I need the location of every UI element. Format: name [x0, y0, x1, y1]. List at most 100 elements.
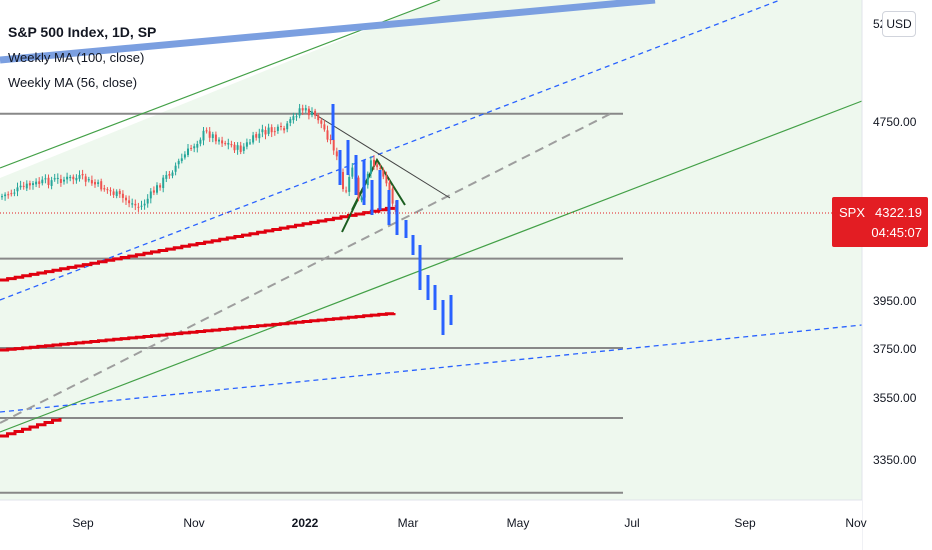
candle-body-51 [159, 185, 162, 188]
candle-body-68 [211, 134, 214, 139]
candle-body-62 [193, 146, 196, 149]
candle-body-95 [295, 116, 298, 118]
candle-body-115 [357, 177, 360, 199]
candle-body-47 [146, 198, 149, 204]
candle-body-97 [301, 108, 304, 111]
candle-body-121 [376, 164, 379, 168]
candle-body-113 [351, 167, 354, 177]
candle-body-107 [332, 139, 335, 151]
candle-body-99 [307, 108, 310, 116]
weekly-ma-56-line [0, 206, 396, 282]
candle-body-100 [311, 111, 313, 116]
candle-body-83 [258, 133, 261, 139]
time-tick-5: Jul [624, 516, 639, 530]
candle-body-31 [97, 182, 100, 184]
candle-body-66 [205, 130, 208, 132]
candle-body-111 [345, 190, 348, 192]
candle-body-53 [165, 174, 168, 179]
time-tick-3: Mar [398, 516, 419, 530]
candle-body-52 [162, 177, 165, 189]
time-tick-7: Nov [845, 516, 866, 530]
candle-body-91 [283, 128, 286, 131]
candle-body-124 [385, 176, 388, 184]
candle-body-108 [335, 151, 338, 157]
last-price-tag: SPX 4322.19 04:45:07 [832, 197, 928, 247]
candle-body-103 [320, 120, 323, 124]
candle-body-17 [53, 178, 56, 180]
candle-body-126 [391, 188, 394, 204]
candle-body-30 [94, 182, 96, 185]
candle-body-72 [224, 143, 227, 145]
candle-body-98 [304, 108, 307, 111]
candle-body-12 [38, 181, 41, 184]
candle-body-110 [342, 172, 344, 190]
candle-body-59 [183, 154, 186, 158]
candle-body-79 [245, 142, 248, 147]
time-tick-0: Sep [72, 516, 94, 530]
candle-body-64 [199, 139, 202, 144]
price-tick-3: 3750.00 [873, 342, 917, 356]
candle-body-5 [16, 187, 19, 192]
candle-body-20 [63, 179, 65, 182]
candle-body-8 [25, 183, 28, 189]
candle-body-104 [323, 124, 326, 130]
candle-body-85 [264, 130, 267, 135]
price-tag-value: 4322.19 [875, 205, 922, 220]
price-tick-4: 3550.00 [873, 391, 917, 405]
price-tick-2: 3950.00 [873, 294, 917, 308]
candle-body-1 [4, 194, 7, 197]
candle-body-3 [10, 193, 13, 195]
candle-body-29 [90, 180, 93, 184]
candle-body-48 [149, 191, 152, 199]
candle-body-106 [329, 139, 332, 141]
candle-body-25 [78, 175, 81, 179]
weekly-ma-lower-segment [0, 418, 62, 438]
candle-body-120 [373, 159, 375, 166]
candle-body-7 [22, 185, 25, 187]
candle-body-81 [252, 135, 255, 143]
candle-body-102 [317, 115, 320, 121]
candle-body-125 [388, 182, 391, 191]
indicator-ma-56-label[interactable]: Weekly MA (56, close) [8, 75, 138, 90]
time-tick-4: May [507, 516, 530, 530]
candle-body-78 [242, 146, 245, 151]
candle-body-39 [121, 193, 124, 198]
candle-body-4 [13, 192, 16, 194]
price-tag-symbol: SPX [839, 205, 866, 220]
candle-body-92 [286, 123, 289, 130]
candle-body-82 [255, 134, 258, 138]
candle-body-15 [47, 177, 50, 185]
candle-body-65 [202, 130, 205, 141]
candle-body-26 [81, 174, 84, 176]
price-tick-1: 4750.00 [873, 115, 917, 129]
candle-body-27 [84, 176, 87, 182]
candle-body-84 [261, 129, 264, 133]
candle-body-71 [221, 140, 224, 144]
candle-body-69 [214, 134, 217, 142]
candle-body-33 [103, 188, 106, 190]
candle-body-87 [270, 127, 273, 133]
candle-body-119 [369, 160, 372, 174]
candle-body-16 [50, 180, 53, 186]
candle-body-116 [360, 197, 363, 201]
candle-body-14 [44, 178, 47, 180]
indicator-ma-100-label[interactable]: Weekly MA (100, close) [8, 50, 145, 65]
candle-body-55 [171, 172, 174, 176]
candle-body-21 [66, 176, 69, 180]
currency-button[interactable]: USD [882, 11, 916, 37]
candle-body-46 [143, 203, 146, 206]
candle-body-57 [177, 160, 180, 165]
candle-body-88 [273, 131, 276, 133]
candle-body-9 [28, 183, 31, 186]
candle-body-77 [239, 145, 242, 152]
time-tick-2: 2022 [292, 516, 319, 530]
candle-body-67 [208, 131, 211, 138]
candle-body-35 [109, 190, 112, 192]
candle-body-41 [128, 200, 131, 204]
candle-body-2 [7, 194, 10, 196]
candle-body-112 [348, 176, 351, 192]
candle-body-18 [56, 177, 59, 179]
candle-body-22 [69, 176, 72, 179]
